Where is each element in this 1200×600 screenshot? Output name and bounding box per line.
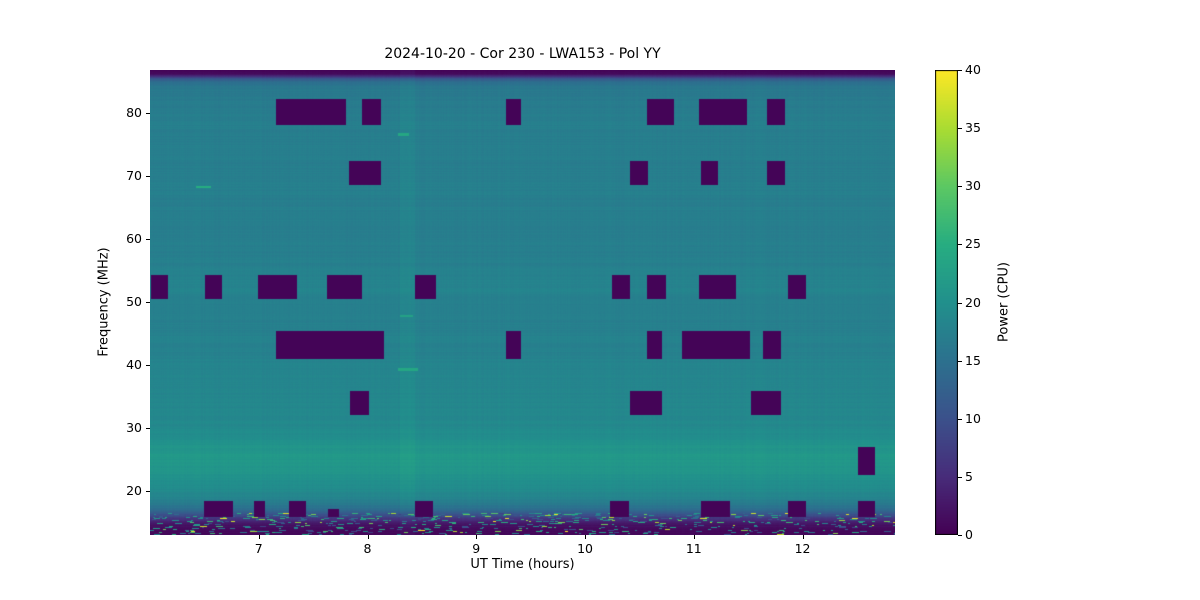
- colorbar-tick-mark: [958, 186, 962, 187]
- colorbar-tick-label: 0: [965, 527, 973, 542]
- x-tick-mark: [585, 535, 586, 539]
- y-tick-label: 30: [126, 419, 142, 435]
- colorbar-tick-mark: [958, 128, 962, 129]
- x-tick-mark: [259, 535, 260, 539]
- colorbar: [935, 70, 958, 535]
- colorbar-tick-label: 40: [965, 62, 981, 77]
- plot-title: 2024-10-20 - Cor 230 - LWA153 - Pol YY: [384, 46, 661, 62]
- colorbar-tick-mark: [958, 70, 962, 71]
- colorbar-tick-mark: [958, 244, 962, 245]
- colorbar-tick-label: 10: [965, 410, 981, 426]
- x-tick-label: 8: [363, 541, 372, 556]
- colorbar-tick-mark: [958, 535, 962, 536]
- y-tick-label: 80: [126, 104, 142, 120]
- colorbar-tick-label: 20: [965, 294, 981, 310]
- x-tick-label: 10: [577, 541, 593, 556]
- y-axis-label: Frequency (MHz): [96, 247, 112, 357]
- y-tick-label: 40: [126, 356, 142, 372]
- x-tick-mark: [694, 535, 695, 539]
- spectrogram-heatmap: [150, 70, 895, 535]
- y-tick-label: 60: [126, 230, 142, 246]
- x-axis-label: UT Time (hours): [470, 557, 575, 572]
- x-tick-mark: [368, 535, 369, 539]
- x-tick-label: 9: [472, 541, 481, 556]
- y-tick-label: 20: [126, 482, 142, 498]
- x-tick-label: 11: [685, 541, 702, 556]
- colorbar-label: Power (CPU): [996, 261, 1012, 343]
- colorbar-tick-label: 15: [965, 352, 981, 368]
- colorbar-tick-label: 30: [965, 178, 981, 194]
- colorbar-tick-mark: [958, 477, 962, 478]
- colorbar-tick-label: 25: [965, 236, 981, 252]
- y-tick-label: 50: [126, 293, 142, 309]
- colorbar-tick-mark: [958, 361, 962, 362]
- colorbar-tick-mark: [958, 419, 962, 420]
- x-tick-label: 7: [254, 541, 263, 556]
- y-tick-label: 70: [126, 167, 142, 183]
- x-tick-label: 12: [794, 541, 811, 556]
- x-tick-mark: [803, 535, 804, 539]
- colorbar-tick-label: 5: [965, 468, 973, 484]
- colorbar-tick-mark: [958, 303, 962, 304]
- x-tick-mark: [476, 535, 477, 539]
- colorbar-tick-label: 35: [965, 120, 981, 136]
